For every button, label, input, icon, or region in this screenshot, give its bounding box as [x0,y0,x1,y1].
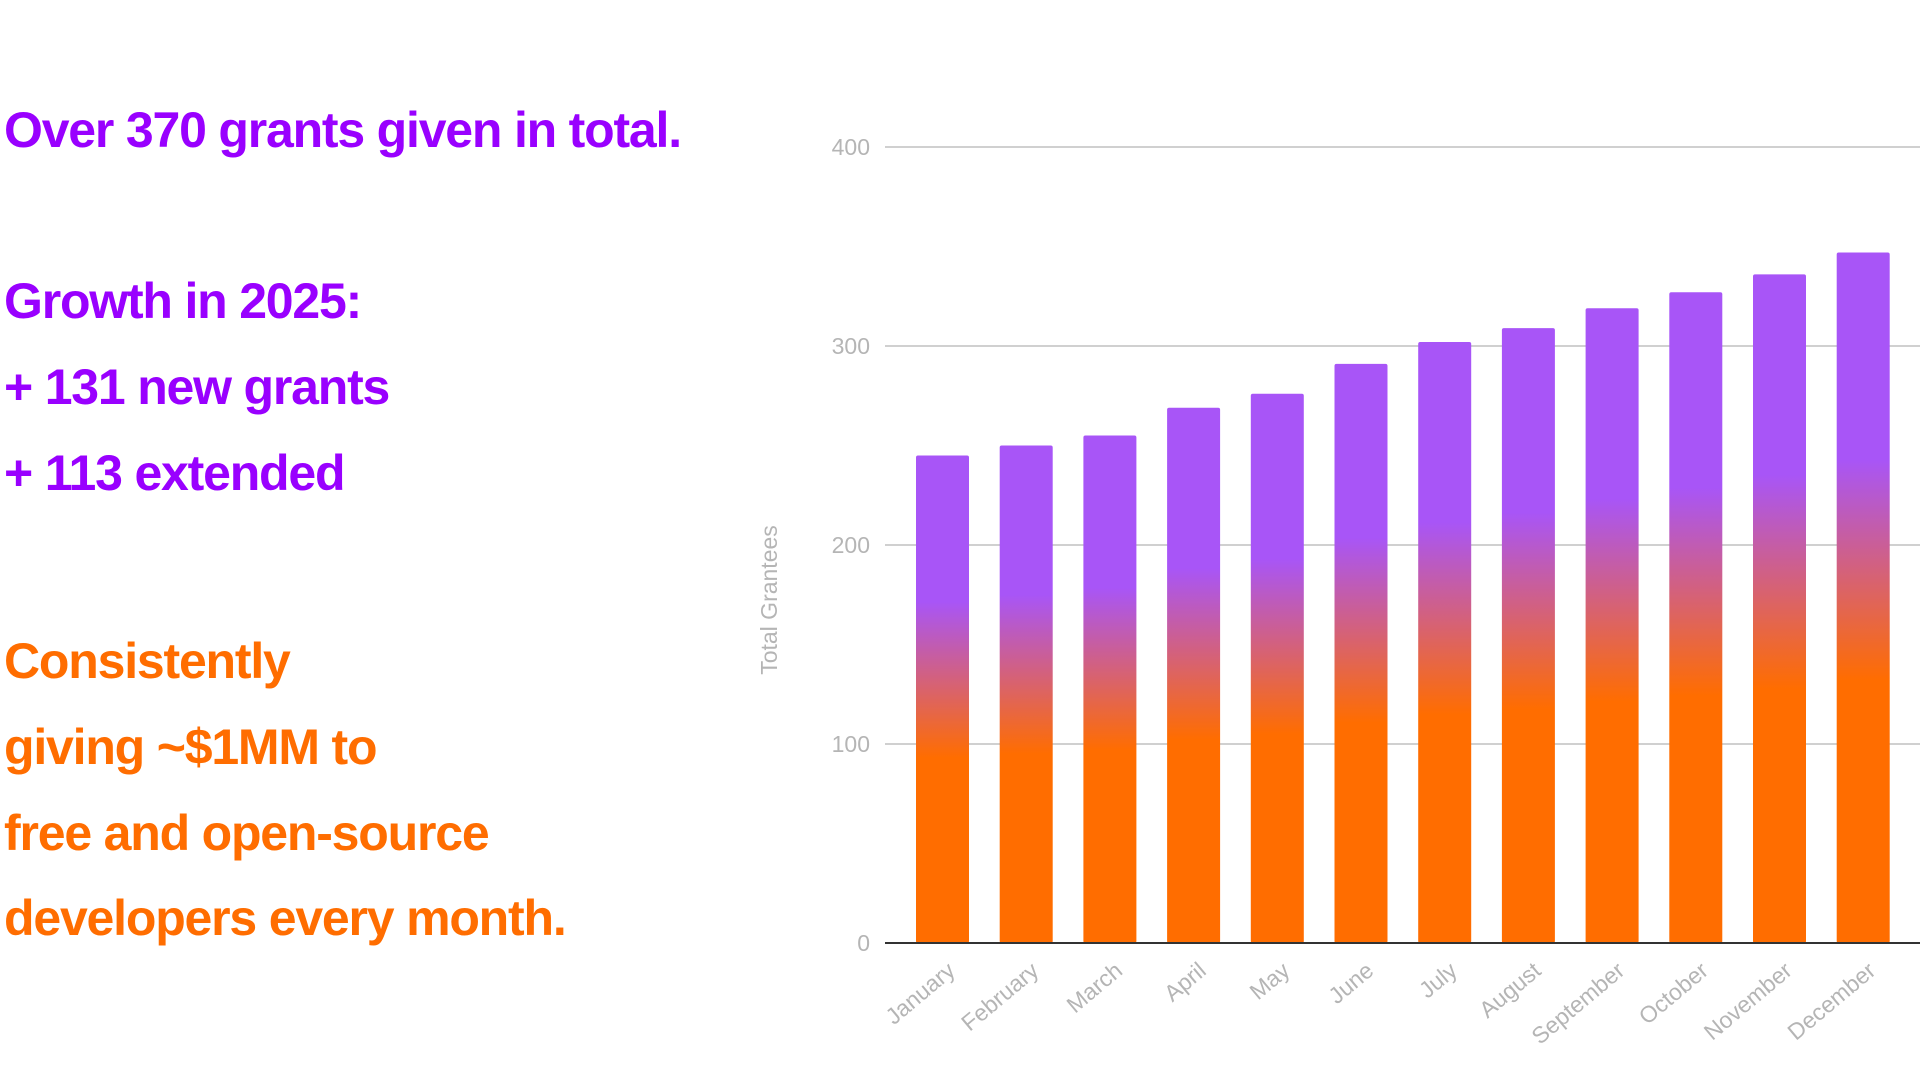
bar-january [916,455,969,943]
y-axis-title: Total Grantees [756,525,782,675]
bar-november [1753,274,1806,943]
headline: Over 370 grants given in total. [4,102,682,158]
bar-may [1250,393,1304,943]
bar-june [1334,363,1388,943]
bar-march [1083,435,1137,943]
growth-title: Growth in 2025: [4,273,362,329]
x-tick-label: January [880,957,960,1030]
x-tick-label: February [956,957,1044,1036]
y-tick-label: 100 [832,731,870,757]
x-tick-label: November [1699,957,1797,1045]
x-tick-label: July [1414,957,1462,1004]
bar-july [1418,342,1472,943]
x-tick-label: June [1323,957,1378,1009]
y-tick-label: 0 [857,930,870,956]
bar-february [999,445,1053,943]
consistency-line-1: Consistently [4,633,291,689]
x-tick-label: April [1159,957,1211,1006]
consistency-line-3: free and open-source [4,805,490,861]
y-tick-label: 400 [832,134,870,160]
consistency-line-4: developers every month. [4,890,567,946]
y-tick-label: 300 [832,333,870,359]
x-tick-label: October [1634,957,1714,1030]
bar-april [1167,407,1221,943]
bar-august [1501,328,1555,944]
x-tick-label: September [1526,957,1629,1049]
x-tick-label: August [1474,957,1546,1023]
bar-september [1585,308,1639,943]
growth-new-grants: + 131 new grants [4,359,390,415]
x-tick-label: December [1782,957,1880,1045]
growth-extended: + 113 extended [4,445,346,501]
y-tick-label: 200 [832,532,870,558]
x-tick-label: March [1061,957,1127,1018]
bar-october [1669,292,1723,943]
consistency-line-2: giving ~$1MM to [4,719,378,775]
x-tick-label: May [1245,957,1295,1005]
bar-december [1836,252,1890,944]
